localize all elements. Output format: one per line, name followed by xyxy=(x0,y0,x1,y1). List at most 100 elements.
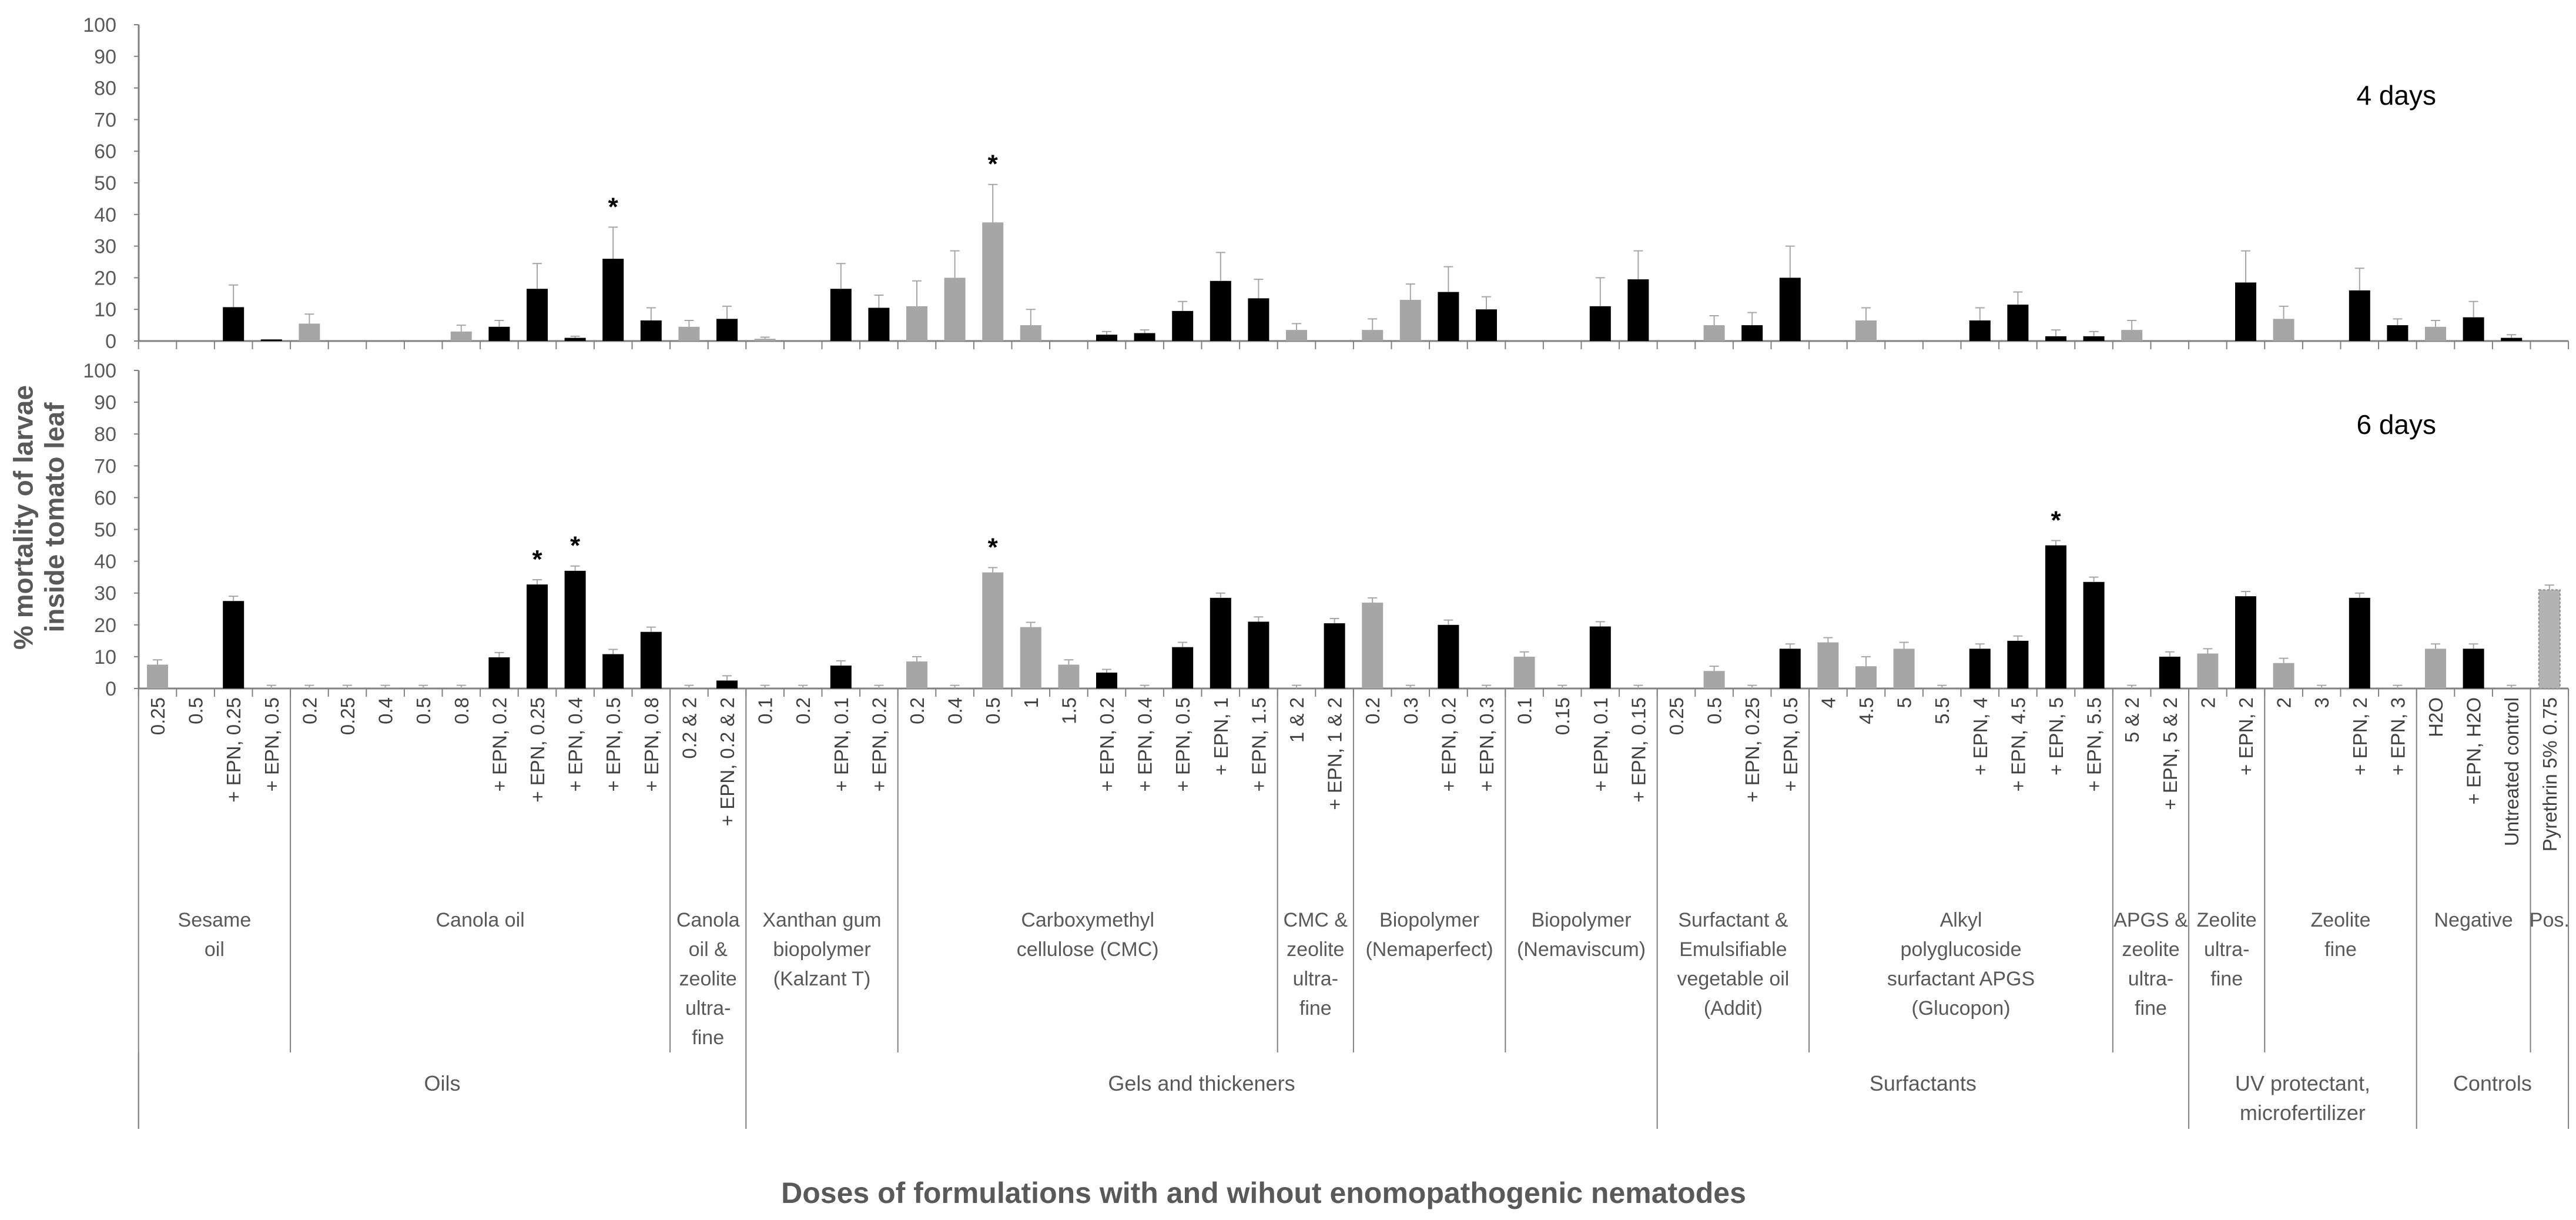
bar xyxy=(1438,624,1459,688)
bar xyxy=(2425,649,2446,688)
bar xyxy=(488,326,510,341)
bar xyxy=(868,307,890,341)
bar xyxy=(147,664,168,688)
bar xyxy=(299,323,320,341)
x-dose-label: 5 & 2 xyxy=(2121,697,2143,743)
category-label: Oils xyxy=(424,1071,461,1095)
bar xyxy=(1513,656,1535,688)
category-label: microfertilizer xyxy=(2240,1101,2366,1125)
bar xyxy=(716,680,738,688)
x-dose-label: H2O xyxy=(2425,697,2447,737)
x-dose-label: 0.8 xyxy=(451,697,473,724)
x-dose-label: + EPN, 0.1 xyxy=(1590,697,1612,792)
formulation-label: Negative xyxy=(2434,909,2513,931)
panel-label-2: 6 days xyxy=(2356,409,2436,440)
formulation-label: fine xyxy=(2135,997,2167,1020)
bar xyxy=(2273,319,2294,341)
significance-star: * xyxy=(570,532,581,560)
bar xyxy=(1779,649,1801,688)
y-tick-label: 50 xyxy=(94,172,116,195)
bar xyxy=(564,337,586,341)
category-label: Controls xyxy=(2453,1071,2532,1095)
formulation-label: fine xyxy=(2210,968,2243,990)
bar xyxy=(830,289,852,341)
bar xyxy=(527,289,548,341)
bar xyxy=(1969,649,1991,688)
x-dose-label: 1.5 xyxy=(1058,697,1080,724)
x-dose-label: + EPN, 0.4 xyxy=(1134,697,1156,792)
x-axis-title: Doses of formulations with and wihout en… xyxy=(781,1176,1746,1209)
bar xyxy=(1476,309,1497,341)
x-dose-label: 0.15 xyxy=(1552,697,1573,735)
bar xyxy=(1172,647,1194,688)
y-tick-label: 100 xyxy=(83,360,116,382)
x-dose-label: 0.1 xyxy=(1514,697,1536,724)
bar xyxy=(1589,626,1611,688)
bar xyxy=(1058,664,1080,688)
formulation-label: APGS & xyxy=(2113,909,2188,931)
x-dose-label: 5 xyxy=(1894,697,1915,708)
bar xyxy=(1020,325,1041,341)
y-tick-label: 80 xyxy=(94,423,116,446)
bar xyxy=(1362,602,1384,688)
x-dose-label: 0.2 xyxy=(906,697,928,724)
x-dose-label: + EPN, 0.2 xyxy=(488,697,510,792)
bar xyxy=(2387,325,2408,341)
y-tick-label: 10 xyxy=(94,646,116,669)
y-tick-label: 30 xyxy=(94,236,116,258)
bar xyxy=(1172,310,1194,341)
y-tick-label: 30 xyxy=(94,583,116,605)
bar xyxy=(2538,589,2561,689)
significance-star: * xyxy=(988,150,999,179)
formulation-label: (Nemaperfect) xyxy=(1365,938,1493,961)
x-dose-label: 4.5 xyxy=(1855,697,1877,724)
bar xyxy=(1438,292,1459,341)
x-dose-label: + EPN, 2 xyxy=(2235,697,2257,776)
formulation-label: Xanthan gum xyxy=(762,909,881,931)
formulation-label: zeolite xyxy=(679,968,737,990)
x-dose-label: 5.5 xyxy=(1931,697,1953,724)
x-dose-label: 2 xyxy=(2273,697,2295,708)
formulation-label: Zeolite xyxy=(2197,909,2257,931)
bar xyxy=(2349,290,2370,341)
y-tick-label: 80 xyxy=(94,78,116,100)
formulation-label: Carboxymethyl xyxy=(1021,909,1154,931)
x-dose-label: + EPN, 4 xyxy=(1969,697,1991,776)
x-dose-label: + EPN, 5.5 xyxy=(2083,697,2105,792)
formulation-label: cellulose (CMC) xyxy=(1017,938,1159,961)
y-tick-label: 90 xyxy=(94,46,116,68)
formulation-label: oil & xyxy=(689,938,728,961)
x-dose-label: + EPN, 0.25 xyxy=(527,697,548,803)
x-dose-label: 0.4 xyxy=(944,697,966,724)
category-label: Surfactants xyxy=(1870,1071,1977,1095)
x-dose-label: + EPN, 1.5 xyxy=(1248,697,1269,792)
category-label: Gels and thickeners xyxy=(1108,1071,1295,1095)
bar xyxy=(1703,325,1725,341)
x-dose-label: 0.3 xyxy=(1400,697,1422,724)
x-dose-label: + EPN, 0.2 xyxy=(868,697,890,792)
x-dose-label: + EPN, 0.2 xyxy=(1438,697,1459,792)
formulation-label: Zeolite xyxy=(2310,909,2370,931)
x-dose-label: 0.25 xyxy=(337,697,359,735)
y-tick-label: 0 xyxy=(105,330,116,353)
bar xyxy=(906,661,927,688)
y-axis-title: % mortality of larvaeinside tomato leaf xyxy=(8,385,69,650)
bar xyxy=(223,601,244,688)
x-dose-label: 0.2 & 2 xyxy=(678,697,700,759)
formulation-label: ultra- xyxy=(2128,968,2173,990)
formulation-label: vegetable oil xyxy=(1677,968,1789,990)
x-dose-label: + EPN, 4.5 xyxy=(2007,697,2029,792)
formulation-label: Emulsifiable xyxy=(1679,938,1787,961)
bar xyxy=(1399,300,1421,341)
x-dose-label: + EPN, 0.25 xyxy=(223,697,244,803)
y-tick-label: 10 xyxy=(94,299,116,321)
x-dose-label: 0.5 xyxy=(1704,697,1726,724)
x-dose-label: 0.5 xyxy=(413,697,434,724)
bar xyxy=(2045,545,2066,688)
x-dose-label: Pyrethrin 5% 0.75 xyxy=(2539,697,2561,851)
x-dose-label: + EPN, 0.8 xyxy=(641,697,662,792)
y-tick-label: 0 xyxy=(105,678,116,700)
significance-star: * xyxy=(608,192,619,221)
x-dose-label: + EPN, 2 xyxy=(2349,697,2371,776)
